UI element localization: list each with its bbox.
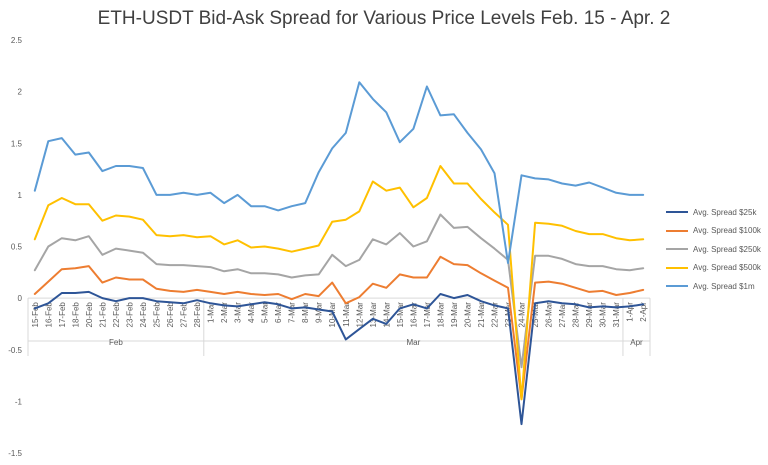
legend-label: Avg. Spread $250k xyxy=(693,244,761,254)
legend-item: Avg. Spread $25k xyxy=(666,203,761,222)
x-tick-label: 13-Mar xyxy=(369,302,378,328)
legend-item: Avg. Spread $100k xyxy=(666,222,761,241)
y-tick-label: -1 xyxy=(15,397,23,406)
x-tick-label: 16-Mar xyxy=(409,302,418,328)
x-tick-label: 5-Mar xyxy=(261,302,270,323)
legend-item: Avg. Spread $250k xyxy=(666,240,761,259)
month-label: Feb xyxy=(109,338,123,347)
x-axis-ticks: 15-Feb 16-Feb 17-Feb 18-Feb 20-Feb 21-Feb 22-F… xyxy=(31,302,648,328)
legend: Avg. Spread $25k Avg. Spread $100k Avg. Sp… xyxy=(666,203,761,296)
x-tick-label: 4-Mar xyxy=(247,302,256,323)
x-tick-label: 15-Feb xyxy=(31,302,40,328)
x-tick-label: 26-Mar xyxy=(545,302,554,328)
x-tick-label: 30-Mar xyxy=(599,302,608,328)
series-line-4 xyxy=(33,165,645,401)
x-tick-label: 25-Mar xyxy=(531,302,540,328)
legend-label: Avg. Spread $100k xyxy=(693,226,761,236)
legend-swatch xyxy=(666,211,688,214)
legend-item: Avg. Spread $500k xyxy=(666,259,761,278)
x-tick-label: 3-Mar xyxy=(234,302,243,323)
x-tick-label: 19-Mar xyxy=(450,302,459,328)
x-tick-label: 21-Mar xyxy=(477,302,486,328)
x-tick-label: 31-Mar xyxy=(612,302,621,328)
x-tick-label: 14-Mar xyxy=(382,302,391,328)
x-tick-label: 25-Feb xyxy=(152,302,161,328)
x-tick-label: 18-Mar xyxy=(436,302,445,328)
x-tick-label: 8-Mar xyxy=(301,302,310,323)
legend-label: Avg. Spread $1m xyxy=(693,281,755,291)
x-tick-label: 28-Mar xyxy=(572,302,581,328)
y-tick-label: 1 xyxy=(18,191,23,200)
x-tick-label: 22-Mar xyxy=(491,302,500,328)
x-tick-label: 20-Mar xyxy=(463,302,472,328)
x-tick-label: 12-Mar xyxy=(355,302,364,328)
y-axis-ticks: 2.5 2 1.5 1 0.5 0 -0.5 -1 -1.5 xyxy=(8,36,22,458)
x-tick-label: 16-Feb xyxy=(44,302,53,328)
month-label: Mar xyxy=(406,338,420,347)
series-line-3 xyxy=(33,213,645,369)
x-tick-label: 27-Mar xyxy=(558,302,567,328)
legend-label: Avg. Spread $25k xyxy=(693,207,757,217)
y-tick-label: -0.5 xyxy=(8,346,22,355)
x-tick-label: 24-Feb xyxy=(139,302,148,328)
y-tick-label: -1.5 xyxy=(8,449,22,458)
x-tick-label: 1-Mar xyxy=(207,302,216,323)
x-tick-label: 20-Feb xyxy=(85,302,94,328)
x-tick-label: 23-Feb xyxy=(125,302,134,328)
x-tick-label: 27-Feb xyxy=(180,302,189,328)
x-tick-label: 26-Feb xyxy=(166,302,175,328)
series-line-5 xyxy=(33,81,645,264)
y-tick-label: 2 xyxy=(18,88,23,97)
legend-swatch xyxy=(666,285,688,288)
x-tick-label: 2-Mar xyxy=(220,302,229,323)
x-tick-label: 11-Mar xyxy=(342,302,351,327)
month-axis: Feb Mar Apr xyxy=(109,338,643,347)
x-tick-label: 17-Feb xyxy=(58,302,67,328)
legend-swatch xyxy=(666,266,688,269)
x-tick-label: 29-Mar xyxy=(585,302,594,328)
x-tick-label: 24-Mar xyxy=(518,302,527,328)
x-tick-label: 2-Apr xyxy=(639,302,648,322)
series-lines xyxy=(33,81,645,426)
x-tick-label: 17-Mar xyxy=(423,302,432,328)
x-tick-label: 22-Feb xyxy=(112,302,121,328)
series-line-1 xyxy=(33,290,645,426)
legend-swatch xyxy=(666,229,688,232)
y-tick-label: 0.5 xyxy=(11,243,23,252)
legend-swatch xyxy=(666,248,688,251)
y-tick-label: 2.5 xyxy=(11,36,23,45)
x-tick-label: 9-Mar xyxy=(315,302,324,323)
x-tick-label: 6-Mar xyxy=(274,302,283,323)
y-tick-label: 0 xyxy=(18,294,23,303)
y-tick-label: 1.5 xyxy=(11,139,23,148)
x-tick-label: 1-Apr xyxy=(626,302,635,322)
x-tick-label: 18-Feb xyxy=(71,302,80,328)
legend-item: Avg. Spread $1m xyxy=(666,277,761,296)
x-tick-label: 21-Feb xyxy=(98,302,107,328)
chart-title: ETH-USDT Bid-Ask Spread for Various Pric… xyxy=(97,8,671,29)
series-line-2 xyxy=(33,255,645,401)
month-label: Apr xyxy=(630,338,643,347)
x-tick-label: 28-Feb xyxy=(193,302,202,328)
x-tick-label: 7-Mar xyxy=(288,302,297,323)
x-tick-label: 15-Mar xyxy=(396,302,405,328)
legend-label: Avg. Spread $500k xyxy=(693,263,761,273)
